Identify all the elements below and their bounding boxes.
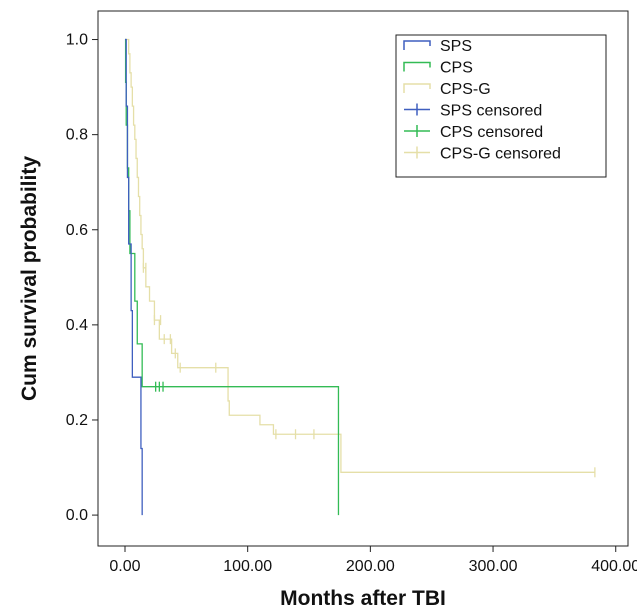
legend-swatch-cps-g bbox=[403, 83, 431, 93]
legend-label: CPS-G bbox=[440, 81, 491, 98]
legend-box bbox=[395, 34, 607, 178]
y-tick-label: 0.6 bbox=[66, 222, 88, 239]
legend-swatch-cps bbox=[403, 61, 431, 72]
legend-label: CPS-G censored bbox=[440, 146, 561, 163]
legend-label: SPS censored bbox=[440, 103, 542, 120]
plot-frame bbox=[97, 10, 629, 547]
y-tick-label: 0.8 bbox=[66, 127, 88, 144]
x-tick-label: 200.00 bbox=[346, 558, 395, 575]
x-tick-label: 0.00 bbox=[109, 558, 140, 575]
legend: SPS CPS CPS-G SPS censored CPS censored CPS-G… bbox=[395, 34, 607, 178]
legend-label: CPS bbox=[440, 60, 473, 77]
y-tick-label: 1.0 bbox=[66, 32, 88, 49]
legend-swatch-sps bbox=[403, 40, 431, 50]
y-tick-label: 0.4 bbox=[66, 317, 88, 334]
y-axis-title: Cum survival probability bbox=[18, 156, 41, 401]
x-axis-title: Months after TBI bbox=[280, 587, 446, 610]
y-tick-label: 0.2 bbox=[66, 412, 88, 429]
series-line-cps-g bbox=[124, 38, 595, 473]
x-tick-label: 300.00 bbox=[469, 558, 518, 575]
x-tick-label: 100.00 bbox=[223, 558, 272, 575]
legend-label: CPS censored bbox=[440, 124, 543, 141]
legend-label: SPS bbox=[440, 38, 472, 55]
series-line-sps bbox=[124, 38, 143, 516]
x-tick-label: 400.00 bbox=[591, 558, 637, 575]
series-line-cps bbox=[124, 38, 340, 516]
y-tick-label: 0.0 bbox=[66, 507, 88, 524]
